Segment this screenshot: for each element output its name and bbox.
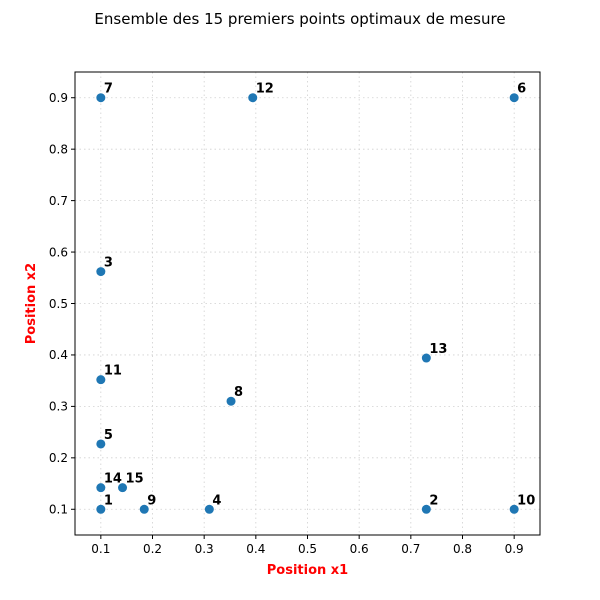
y-tick-label: 0.3 [49, 400, 68, 414]
point-label-13: 13 [429, 342, 447, 357]
x-tick-label: 0.9 [505, 542, 524, 556]
point-label-15: 15 [126, 472, 144, 487]
y-tick-label: 0.5 [49, 297, 68, 311]
y-axis-label: Position x2 [24, 263, 39, 344]
y-tick-label: 0.4 [49, 348, 68, 362]
point-label-14: 14 [104, 472, 122, 487]
point-label-12: 12 [256, 82, 274, 97]
y-tick-label: 0.2 [49, 451, 68, 465]
axis-ticks: 0.1 0.2 0.3 0.4 0.5 0.6 0.7 0.8 0.9 0.1 0.2 0.3 0.4 0… [49, 91, 524, 556]
point-label-1: 1 [104, 493, 113, 508]
x-tick-label: 0.5 [298, 542, 317, 556]
data-point-4 [204, 504, 214, 514]
point-label-5: 5 [104, 428, 113, 443]
x-tick-label: 0.2 [143, 542, 162, 556]
data-point-9 [139, 504, 149, 514]
chart-title: Ensemble des 15 premiers points optimaux… [94, 10, 505, 28]
data-point-3 [96, 267, 106, 277]
x-tick-label: 0.1 [91, 542, 110, 556]
data-point-11 [96, 375, 106, 385]
y-tick-label: 0.7 [49, 194, 68, 208]
data-point-1 [96, 504, 106, 514]
x-tick-label: 0.8 [453, 542, 472, 556]
y-tick-label: 0.6 [49, 245, 68, 259]
point-label-11: 11 [104, 364, 122, 379]
data-point-7 [96, 93, 106, 103]
point-label-10: 10 [517, 493, 535, 508]
x-axis-label: Position x1 [267, 563, 348, 578]
point-label-7: 7 [104, 82, 113, 97]
point-label-8: 8 [234, 385, 243, 400]
point-label-6: 6 [517, 82, 526, 97]
data-point-8 [226, 396, 236, 406]
point-label-4: 4 [212, 493, 221, 508]
x-tick-label: 0.3 [195, 542, 214, 556]
data-point-5 [96, 439, 106, 449]
data-point-6 [509, 93, 519, 103]
point-label-9: 9 [147, 493, 156, 508]
point-label-2: 2 [429, 493, 438, 508]
x-tick-label: 0.7 [401, 542, 420, 556]
data-point-13 [421, 353, 431, 363]
data-point-10 [509, 504, 519, 514]
y-tick-label: 0.9 [49, 91, 68, 105]
data-point-2 [421, 504, 431, 514]
data-point-12 [248, 93, 258, 103]
y-tick-label: 0.1 [49, 503, 68, 517]
x-tick-label: 0.4 [246, 542, 265, 556]
x-tick-label: 0.6 [350, 542, 369, 556]
data-point-15 [118, 483, 128, 493]
point-label-3: 3 [104, 256, 113, 271]
plot-frame [74, 71, 541, 536]
data-point-14 [96, 483, 106, 493]
y-tick-label: 0.8 [49, 142, 68, 156]
grid [75, 72, 540, 535]
